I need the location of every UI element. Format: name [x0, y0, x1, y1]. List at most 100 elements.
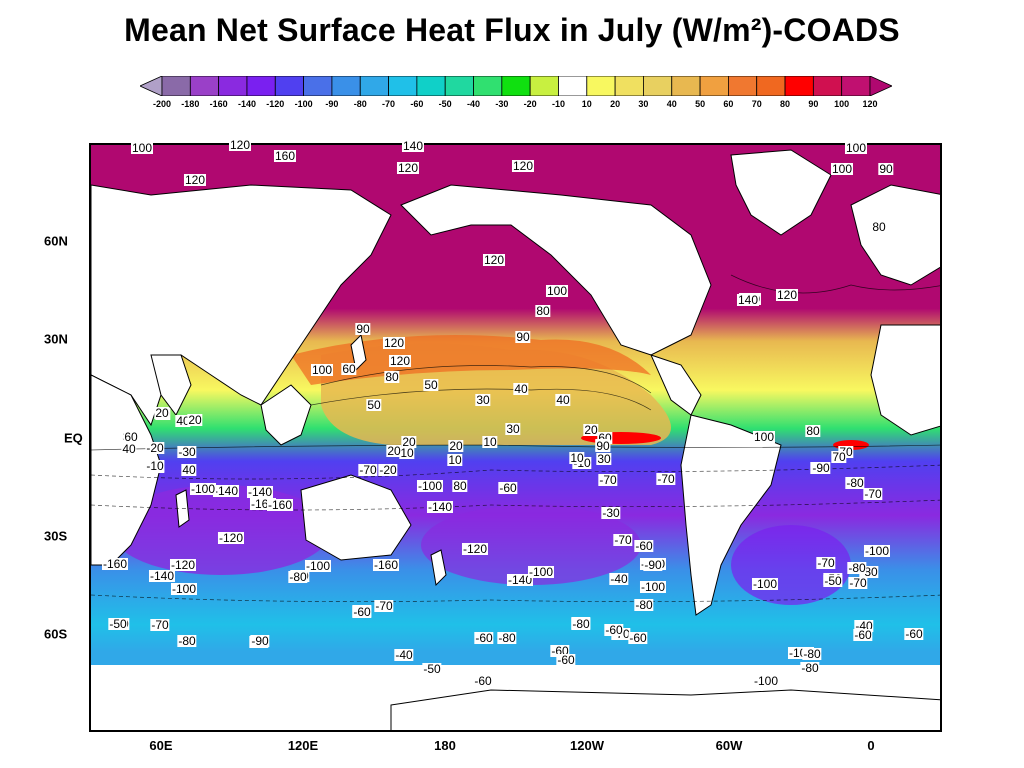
colorbar-swatch	[189, 76, 220, 96]
colorbar-tick-label: -180	[181, 99, 200, 109]
contour-label: -70	[863, 487, 883, 501]
contour-label: -60	[556, 653, 576, 667]
colorbar-tick-label: -60	[410, 99, 424, 109]
contour-label: 20	[448, 439, 464, 453]
contour-label: 120	[482, 253, 506, 267]
contour-label: -50	[422, 662, 442, 676]
contour-label: 120	[388, 354, 412, 368]
colorbar-swatch	[784, 76, 814, 96]
contour-label: -80	[847, 561, 867, 575]
contour-label: -80	[571, 617, 591, 631]
contour-label: -80	[802, 647, 822, 661]
contour-label: 120	[396, 161, 420, 175]
colorbar-tick-label: 20	[610, 99, 621, 109]
contour-label: -60	[604, 623, 624, 637]
contour-label: -60	[904, 627, 924, 641]
colorbar-tick-label: 10	[581, 99, 592, 109]
colorbar-swatch	[473, 76, 503, 96]
contour-label: -140	[426, 500, 454, 514]
contour-label: -70	[613, 533, 633, 547]
contour-label: -100	[170, 582, 198, 596]
contour-label: 40	[181, 463, 197, 477]
colorbar-swatch	[529, 76, 559, 96]
contour-label: 140	[736, 293, 760, 307]
colorbar-tick-label: 80	[780, 99, 791, 109]
contour-label: -100	[416, 479, 444, 493]
contour-label: -140	[246, 485, 274, 499]
contour-label: 40	[513, 382, 529, 396]
africa	[91, 374, 162, 566]
colorbar-tick-label: 40	[666, 99, 677, 109]
contour-label: 80	[805, 424, 821, 438]
contour-label: -70	[848, 576, 868, 590]
contour-label: 120	[228, 138, 252, 152]
colorbar-swatch	[416, 76, 446, 96]
contour-label: -80	[800, 661, 820, 675]
india	[150, 354, 192, 416]
contour-label: -140	[212, 484, 240, 498]
colorbar-swatch	[756, 76, 786, 96]
colorbar-swatch	[841, 76, 871, 96]
contour-label: -100	[863, 544, 891, 558]
contour-label: -80	[634, 598, 654, 612]
contour-label: -10	[145, 459, 165, 473]
colorbar-swatch	[643, 76, 673, 96]
contour-label: 10	[447, 453, 463, 467]
colorbar-swatch	[331, 76, 361, 96]
contour-label: 10	[482, 435, 498, 449]
colorbar-tick-label: -20	[523, 99, 537, 109]
contour-label: -80	[497, 631, 517, 645]
contour-label: -70	[358, 463, 378, 477]
contour-label: 40	[121, 442, 137, 456]
colorbar-swatch	[558, 76, 588, 96]
colorbar-swatch	[140, 76, 163, 96]
contour-label: 20	[187, 413, 203, 427]
contour-label: -70	[656, 472, 676, 486]
antarctica	[390, 689, 940, 730]
contour-label: 90	[515, 330, 531, 344]
colorbar	[140, 76, 892, 96]
colorbar-tick-label: -140	[237, 99, 256, 109]
contour-label: -90	[811, 461, 831, 475]
contour-label: -140	[506, 573, 534, 587]
colorbar-swatch	[671, 76, 701, 96]
contour-label: -70	[374, 599, 394, 613]
contour-label: 100	[752, 430, 776, 444]
contour-label: 80	[535, 304, 551, 318]
contour-label: 50	[366, 398, 382, 412]
contour-label: 120	[183, 173, 207, 187]
colorbar-swatch	[303, 76, 333, 96]
contour-label: 30	[505, 422, 521, 436]
contour-label: -70	[816, 556, 836, 570]
colorbar-swatch	[274, 76, 304, 96]
lat-label-60s: 60S	[44, 626, 68, 642]
contour-label: -80	[845, 476, 865, 490]
contour-label: 90	[878, 162, 894, 176]
contour-label: 80	[452, 479, 468, 493]
contour-label: 120	[382, 336, 406, 350]
colorbar-tick-label: 50	[695, 99, 706, 109]
contour-label: 20	[583, 423, 599, 437]
contour-label: -60	[352, 605, 372, 619]
flux-map	[91, 145, 940, 730]
lat-label-30n: 30N	[44, 331, 68, 347]
lon-label-180: 180	[434, 738, 456, 753]
contour-label: -100	[639, 580, 667, 594]
colorbar-tick-label: -50	[438, 99, 452, 109]
contour-label: 50	[423, 378, 439, 392]
contour-label: -60	[473, 674, 493, 688]
contour-label: -120	[217, 531, 245, 545]
greenland	[730, 149, 832, 236]
colorbar-tick-label: -30	[495, 99, 509, 109]
contour-label: -80	[288, 570, 308, 584]
colorbar-tick-label: 30	[638, 99, 649, 109]
colorbar-swatch	[586, 76, 616, 96]
lon-label-0: 0	[867, 738, 875, 753]
colorbar-swatch	[699, 76, 729, 96]
colorbar-swatch	[812, 76, 843, 96]
colorbar-swatch	[501, 76, 531, 96]
contour-label: -90	[250, 634, 270, 648]
contour-label: -40	[609, 572, 629, 586]
colorbar-swatch	[218, 76, 248, 96]
colorbar-swatch	[246, 76, 276, 96]
